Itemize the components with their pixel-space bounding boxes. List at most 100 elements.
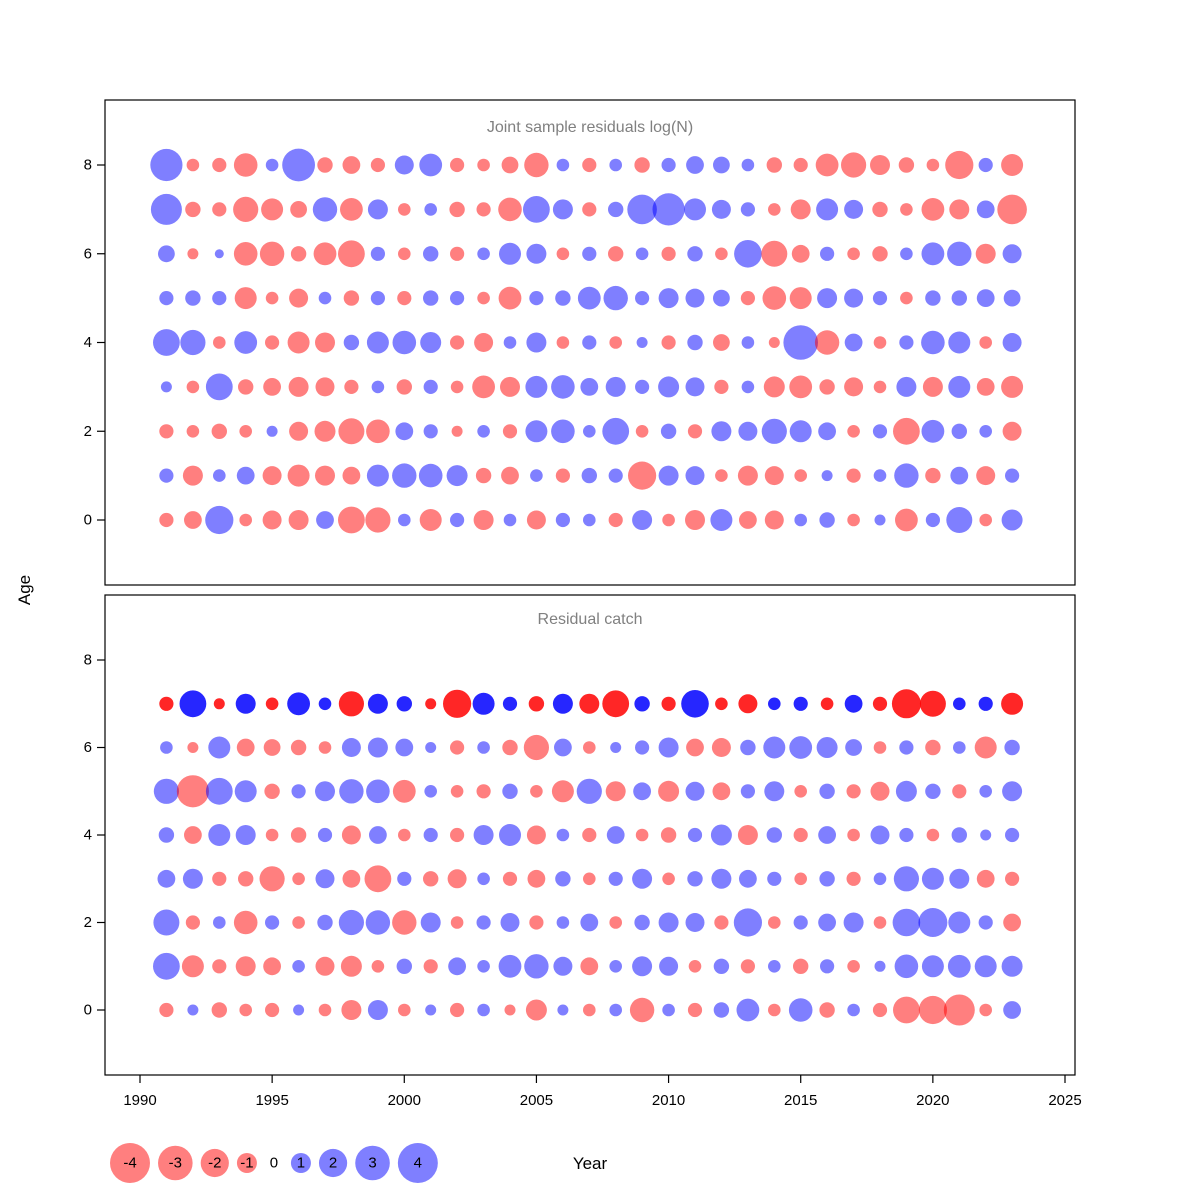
x-tick-label: 1995 bbox=[255, 1092, 288, 1109]
residual-bubble bbox=[922, 376, 943, 397]
residual-bubble bbox=[395, 422, 414, 441]
residual-bubble bbox=[947, 954, 971, 978]
residual-bubble bbox=[737, 825, 758, 845]
residual-bubble bbox=[580, 913, 599, 932]
residual-bubble bbox=[1002, 244, 1022, 264]
y-tick-label: 4 bbox=[84, 827, 92, 844]
residual-bubble bbox=[503, 513, 517, 527]
residual-bubble bbox=[287, 464, 310, 487]
residual-bubble bbox=[685, 377, 705, 397]
residual-bubble bbox=[370, 157, 385, 173]
residual-bubble bbox=[580, 957, 599, 976]
residual-bubble bbox=[608, 246, 624, 262]
residual-bubble bbox=[423, 246, 439, 262]
residual-bubble bbox=[768, 697, 781, 711]
residual-bubble bbox=[556, 916, 570, 929]
x-tick-label: 2010 bbox=[652, 1092, 685, 1109]
residual-bubble bbox=[184, 826, 202, 844]
residual-bubble bbox=[443, 689, 472, 718]
residual-bubble bbox=[292, 960, 305, 973]
residual-bubble bbox=[714, 379, 729, 394]
residual-bubble bbox=[893, 866, 920, 892]
residual-bubble bbox=[288, 376, 309, 397]
residual-bubble bbox=[873, 380, 887, 394]
residual-bubble bbox=[872, 1002, 888, 1018]
residual-bubble bbox=[556, 158, 570, 172]
residual-bubble bbox=[159, 468, 174, 483]
residual-bubble bbox=[159, 291, 174, 306]
residual-bubble bbox=[767, 871, 782, 886]
residual-bubble bbox=[741, 158, 755, 172]
residual-bubble bbox=[602, 417, 630, 445]
residual-bubble bbox=[160, 741, 173, 754]
residual-bubble bbox=[419, 509, 442, 531]
residual-bubble bbox=[259, 866, 285, 892]
residual-bubble bbox=[687, 1002, 703, 1018]
residual-bubble bbox=[953, 741, 966, 754]
residual-bubble bbox=[900, 247, 913, 261]
residual-bubble bbox=[239, 513, 252, 527]
residual-bubble bbox=[583, 741, 596, 754]
residual-bubble bbox=[238, 871, 254, 887]
residual-bubble bbox=[609, 1003, 622, 1017]
residual-bubble bbox=[581, 467, 597, 484]
residual-bubble bbox=[420, 332, 442, 353]
residual-bubble bbox=[1002, 781, 1023, 802]
residual-bubble bbox=[899, 335, 914, 350]
residual-bubble bbox=[847, 425, 860, 438]
residual-bubble bbox=[153, 909, 180, 936]
residual-bubble bbox=[979, 513, 992, 527]
residual-bubble bbox=[498, 954, 522, 978]
residual-bubble bbox=[925, 467, 941, 484]
residual-bubble bbox=[1005, 468, 1020, 483]
residual-bubble bbox=[450, 246, 465, 261]
residual-bubble bbox=[1005, 871, 1020, 886]
residual-bubble bbox=[951, 290, 967, 306]
legend-bubble bbox=[200, 1148, 229, 1178]
residual-bubble bbox=[896, 376, 917, 397]
residual-bubble bbox=[951, 423, 967, 439]
residual-bubble bbox=[554, 738, 572, 757]
residual-bubble bbox=[819, 512, 835, 528]
residual-bubble bbox=[450, 1002, 465, 1018]
axes: 0 2 4 6 8 0 2 4 6 8 1990 1995 2000 2005 2010 2015 2020 20… bbox=[84, 157, 1082, 1110]
residual-bubble bbox=[290, 739, 307, 756]
residual-bubble bbox=[870, 825, 890, 845]
residual-bubble bbox=[979, 336, 992, 349]
residual-bubble bbox=[185, 915, 200, 930]
legend-value-label: 0 bbox=[270, 1155, 278, 1172]
residual-bubble bbox=[711, 738, 731, 757]
residual-bubble bbox=[208, 736, 231, 759]
residual-bubble bbox=[261, 198, 284, 221]
residual-bubble bbox=[526, 243, 547, 264]
residual-bubble bbox=[476, 915, 491, 930]
residual-bubble bbox=[418, 463, 443, 488]
residual-bubble bbox=[817, 288, 838, 309]
residual-bubble bbox=[662, 513, 675, 527]
residual-bubble bbox=[394, 155, 414, 175]
residual-bubble bbox=[289, 421, 309, 441]
residual-bubble bbox=[214, 249, 224, 259]
residual-bubble bbox=[239, 1003, 252, 1017]
residual-bubble bbox=[343, 334, 360, 351]
residual-bubble bbox=[392, 779, 416, 803]
residual-bubble bbox=[789, 736, 813, 759]
residual-bubble bbox=[425, 698, 437, 710]
x-tick-label: 2015 bbox=[784, 1092, 817, 1109]
residual-bubble bbox=[662, 872, 675, 886]
residual-bubble bbox=[921, 242, 945, 266]
residual-bubble bbox=[339, 779, 364, 804]
residual-bubble bbox=[870, 155, 890, 175]
residual-bubble bbox=[341, 738, 361, 757]
residual-bubble bbox=[711, 868, 732, 889]
legend-bubble bbox=[236, 1153, 257, 1173]
residual-bubble bbox=[818, 422, 836, 441]
residual-bubble bbox=[448, 957, 466, 976]
residual-bubble bbox=[793, 696, 808, 711]
residual-bubble bbox=[555, 468, 571, 483]
residual-bubble bbox=[265, 828, 279, 842]
residual-bubble bbox=[315, 956, 335, 976]
residual-bubble bbox=[583, 872, 596, 886]
residual-bubble bbox=[921, 330, 945, 355]
residual-bubble bbox=[874, 514, 886, 526]
